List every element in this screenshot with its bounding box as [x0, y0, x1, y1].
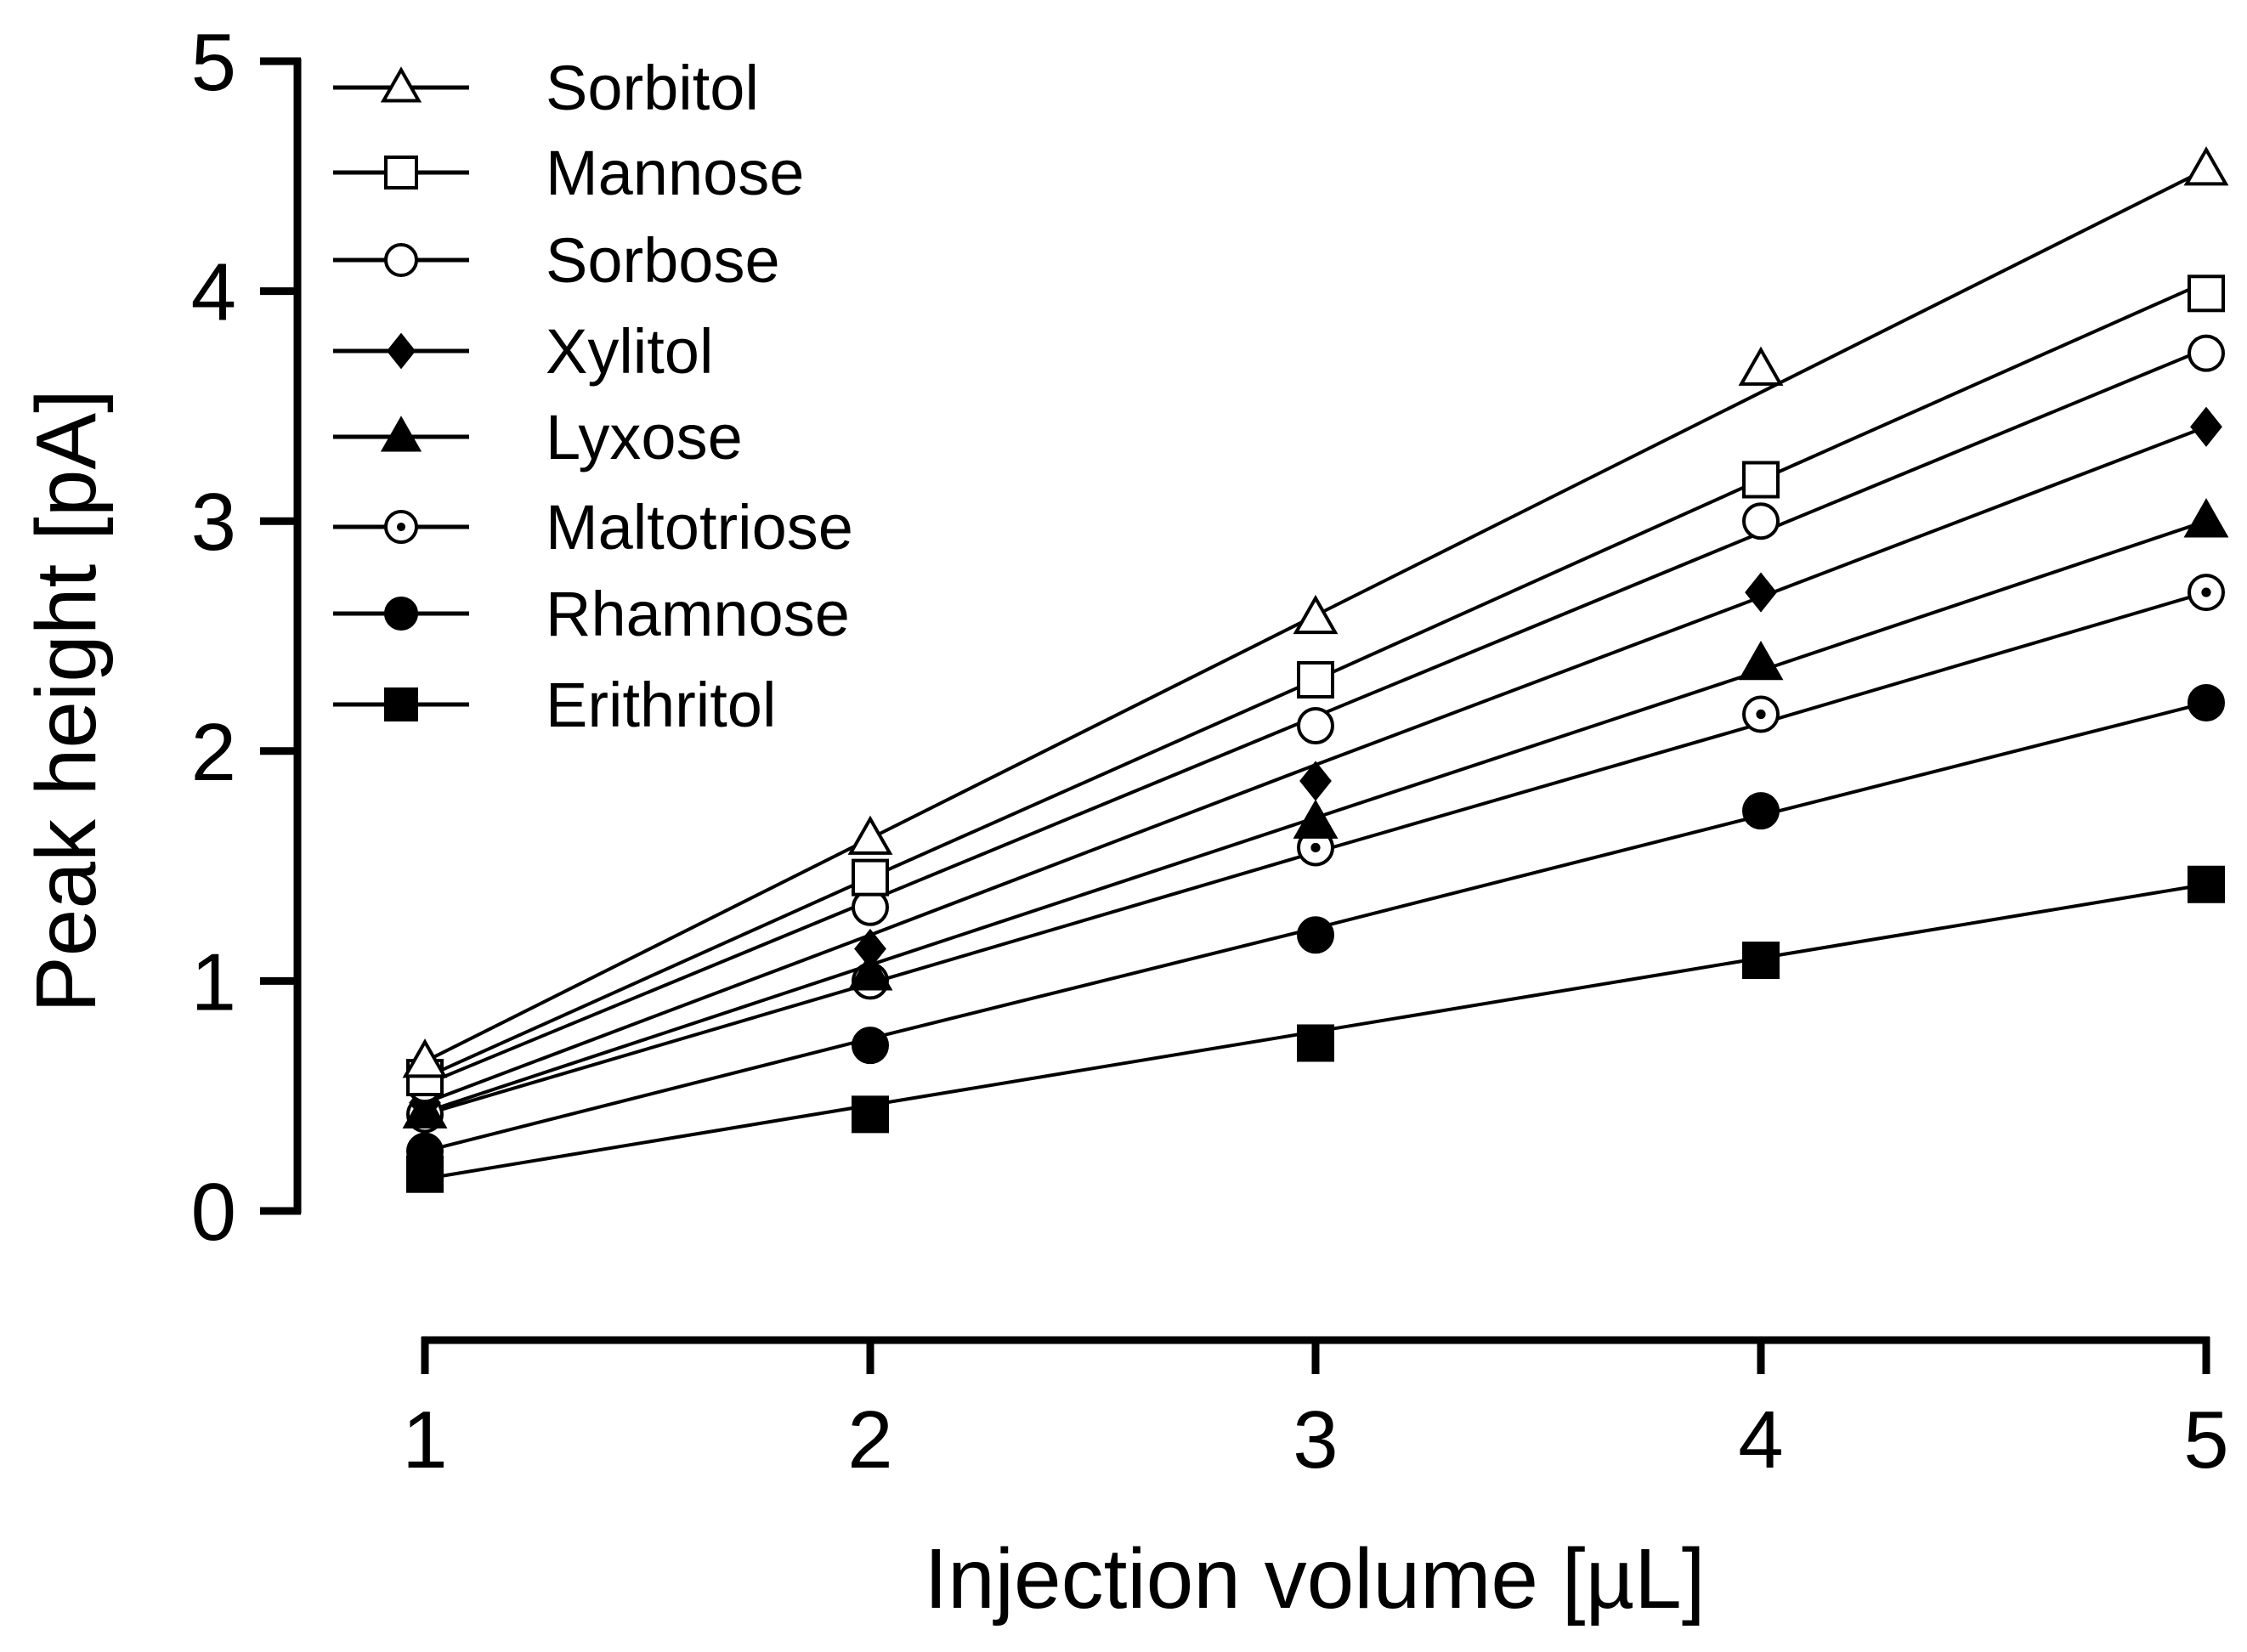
data-point-xylitol [1299, 761, 1332, 801]
data-point-lyxose [2183, 498, 2229, 538]
legend-marker [384, 597, 418, 631]
x-axis: 1 2 3 4 5 [402, 1336, 2229, 1485]
x-tick-label: 4 [1738, 1395, 1783, 1485]
data-point-sorbitol [1738, 346, 1784, 386]
data-point-maltotriose [1297, 829, 1334, 867]
legend-label: Mannose [546, 138, 804, 208]
legend-label: Rhamnose [546, 579, 850, 649]
data-point-sorbose [2188, 334, 2225, 372]
x-tick-label: 5 [2183, 1395, 2228, 1485]
x-tick-label: 2 [847, 1395, 892, 1485]
legend-item-sorbose: Sorbose [333, 225, 780, 296]
data-point-erithritol [1297, 1024, 1334, 1062]
data-point-erithritol [1742, 942, 1780, 980]
y-tick-label: 1 [191, 936, 236, 1027]
data-point-maltotriose [2188, 574, 2225, 612]
data-point-sorbitol [2183, 146, 2229, 186]
data-point-mannose [852, 858, 889, 897]
data-point-rhamnose [2188, 683, 2225, 721]
y-tick-label: 4 [191, 247, 236, 338]
data-point-maltotriose [1742, 695, 1780, 733]
series-markers [402, 146, 2229, 1193]
legend-marker [384, 156, 418, 190]
legend-item-sorbitol: Sorbitol [333, 53, 759, 123]
legend-label: Lyxose [546, 402, 743, 472]
legend-label: Xylitol [546, 316, 713, 387]
legend-label: Sorbitol [546, 53, 759, 123]
data-point-rhamnose [1742, 792, 1780, 830]
data-point-sorbitol [1293, 594, 1339, 635]
legend-item-xylitol: Xylitol [333, 316, 713, 387]
data-point-sorbitol [847, 815, 893, 855]
x-tick-label: 3 [1293, 1395, 1338, 1485]
data-point-xylitol [1745, 572, 1777, 613]
legend-label: Erithritol [546, 670, 776, 740]
data-point-mannose [1297, 660, 1334, 699]
legend-marker [380, 416, 422, 452]
legend-item-mannose: Mannose [333, 138, 804, 208]
legend-marker [384, 687, 418, 721]
y-tick-label: 3 [191, 477, 236, 568]
data-point-xylitol [2190, 406, 2222, 447]
data-point-lyxose [1293, 799, 1339, 839]
data-point-rhamnose [1297, 916, 1334, 954]
legend: Sorbitol Mannose Sorbose Xylitol Lyxose Malto… [333, 53, 853, 740]
legend-label: Maltotriose [546, 492, 853, 563]
y-axis: 0 1 2 3 4 5 [191, 17, 302, 1258]
data-point-erithritol [2188, 865, 2225, 903]
legend-item-rhamnose: Rhamnose [333, 579, 850, 649]
legend-marker [384, 243, 418, 277]
data-point-sorbitol [402, 1038, 448, 1078]
data-point-rhamnose [852, 1027, 889, 1065]
x-tick-label: 1 [402, 1395, 447, 1485]
y-axis-title: Peak height [pA] [19, 389, 114, 1013]
x-axis-title: Injection volume [µL] [924, 1531, 1705, 1627]
data-point-lyxose [1738, 640, 1784, 681]
data-point-sorbose [1297, 707, 1334, 745]
legend-item-erithritol: Erithritol [333, 670, 776, 740]
data-point-mannose [1742, 461, 1780, 499]
legend-marker [384, 510, 418, 544]
legend-item-maltotriose: Maltotriose [333, 492, 853, 563]
data-point-sorbose [1742, 502, 1780, 540]
data-point-xylitol [854, 928, 886, 970]
y-tick-label: 5 [191, 17, 236, 108]
y-tick-label: 2 [191, 707, 236, 798]
legend-item-lyxose: Lyxose [333, 402, 743, 472]
legend-label: Sorbose [546, 225, 780, 296]
data-point-erithritol [852, 1095, 889, 1134]
data-point-lyxose [847, 951, 893, 991]
data-point-mannose [2188, 274, 2225, 313]
data-point-rhamnose [406, 1132, 444, 1170]
legend-marker [386, 332, 416, 370]
legend-marker [380, 66, 422, 103]
y-tick-label: 0 [191, 1167, 236, 1258]
